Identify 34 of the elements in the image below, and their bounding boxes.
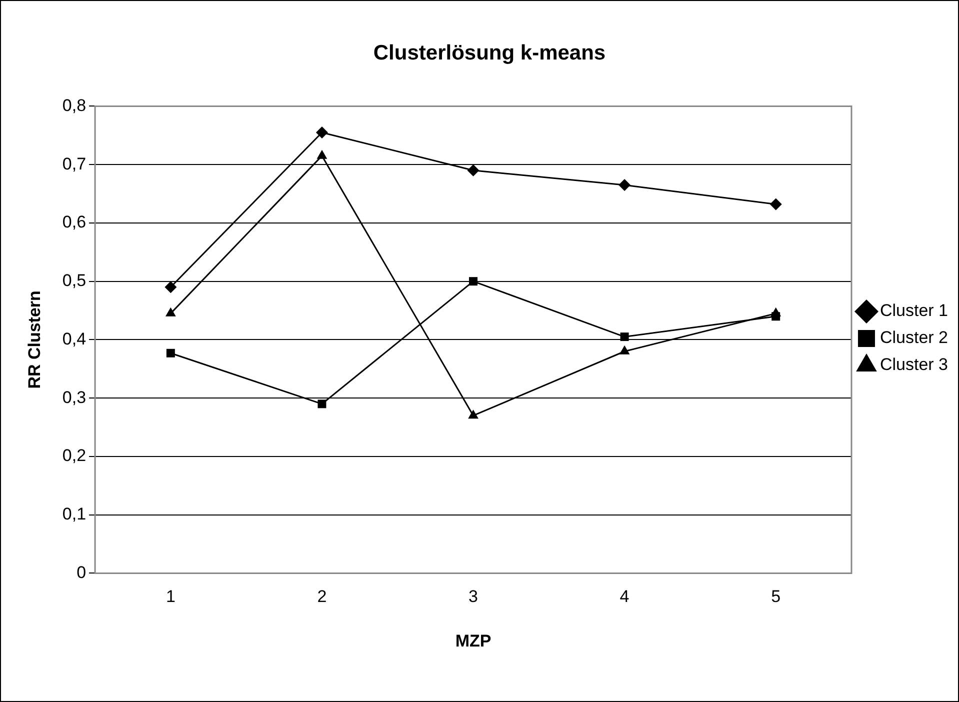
y-tick-label: 0,2 [62, 446, 86, 466]
point [770, 198, 782, 210]
point [619, 345, 630, 354]
x-tick-label: 4 [620, 587, 630, 606]
point [318, 400, 326, 408]
point [469, 277, 478, 286]
chart-title: Clusterlösung k-means [373, 41, 606, 64]
point [165, 307, 176, 316]
point [467, 164, 480, 176]
point [620, 332, 629, 342]
legend-label: Cluster 2 [880, 328, 948, 348]
y-tick-label: 0,4 [62, 329, 86, 348]
point [164, 281, 177, 294]
legend-label: Cluster 3 [880, 355, 948, 374]
x-tick-label: 3 [468, 587, 478, 606]
point [316, 126, 328, 138]
y-axis-title: RR Clustern [24, 290, 44, 389]
point [772, 312, 780, 321]
y-tick-label: 0,3 [62, 388, 86, 407]
point [316, 150, 328, 159]
x-axis-title: MZP [455, 631, 492, 650]
y-tick-label: 0,8 [62, 96, 86, 115]
y-tick-label: 0,6 [62, 212, 86, 232]
y-tick-label: 0,1 [62, 504, 86, 524]
legend-label: Cluster 1 [880, 301, 948, 320]
x-tick-label: 5 [771, 587, 781, 606]
y-tick-label: 0,7 [62, 154, 86, 174]
x-tick-label: 1 [166, 587, 176, 606]
point [166, 348, 175, 358]
point [618, 179, 631, 192]
y-tick-label: 0,5 [62, 271, 86, 290]
y-tick-label: 0 [76, 562, 86, 582]
x-tick-label: 2 [317, 587, 327, 606]
point [468, 410, 478, 419]
